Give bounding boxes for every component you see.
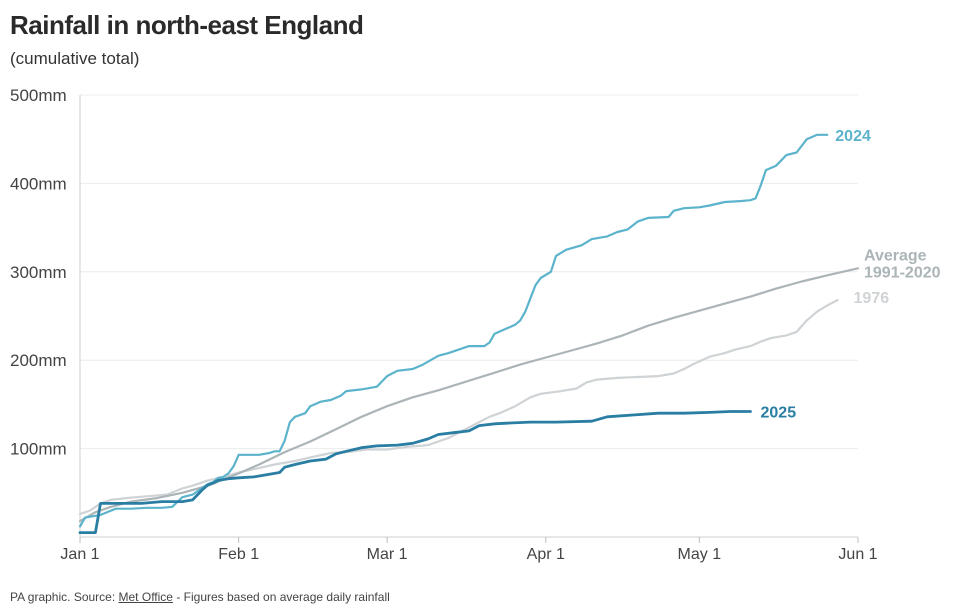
x-tick-label: Feb 1 bbox=[218, 546, 259, 563]
chart-subtitle: (cumulative total) bbox=[10, 49, 140, 68]
series-line-2025 bbox=[78, 410, 752, 534]
source-link[interactable]: Met Office bbox=[118, 590, 173, 604]
series-label-1976: 1976 bbox=[854, 290, 890, 307]
y-tick-label: 500mm bbox=[10, 86, 67, 105]
x-tick-label: Apr 1 bbox=[527, 546, 565, 563]
x-tick-label: Jun 1 bbox=[838, 546, 877, 563]
chart-title: Rainfall in north-east England bbox=[10, 10, 364, 40]
series-line-average-1991-2020 bbox=[78, 267, 860, 523]
series-line-1976 bbox=[78, 299, 839, 516]
y-tick-label: 400mm bbox=[10, 174, 67, 193]
footer-suffix: - Figures based on average daily rainfal… bbox=[172, 590, 390, 604]
series-label-2025: 2025 bbox=[761, 404, 797, 421]
series-label-average-1991-2020: Average bbox=[864, 247, 927, 264]
series-line-2024 bbox=[78, 133, 829, 528]
axes: 100mm 200mm 300mm 400mm 500mm Jan 1 Feb 1 Mar 1… bbox=[10, 86, 878, 563]
series-label-2024: 2024 bbox=[835, 128, 871, 145]
x-tick-label: Jan 1 bbox=[60, 546, 99, 563]
series-label-average-1991-2020: 1991-2020 bbox=[864, 264, 941, 281]
x-tick-label: Mar 1 bbox=[367, 546, 408, 563]
x-tick-label: May 1 bbox=[678, 546, 722, 563]
gridlines bbox=[80, 94, 858, 450]
series-lines bbox=[78, 133, 860, 534]
source-footer: PA graphic. Source: Met Office - Figures… bbox=[10, 590, 390, 604]
y-tick-label: 300mm bbox=[10, 263, 67, 282]
y-tick-label: 100mm bbox=[10, 440, 67, 459]
footer-prefix: PA graphic. Source: bbox=[10, 590, 119, 604]
y-tick-label: 200mm bbox=[10, 351, 67, 370]
